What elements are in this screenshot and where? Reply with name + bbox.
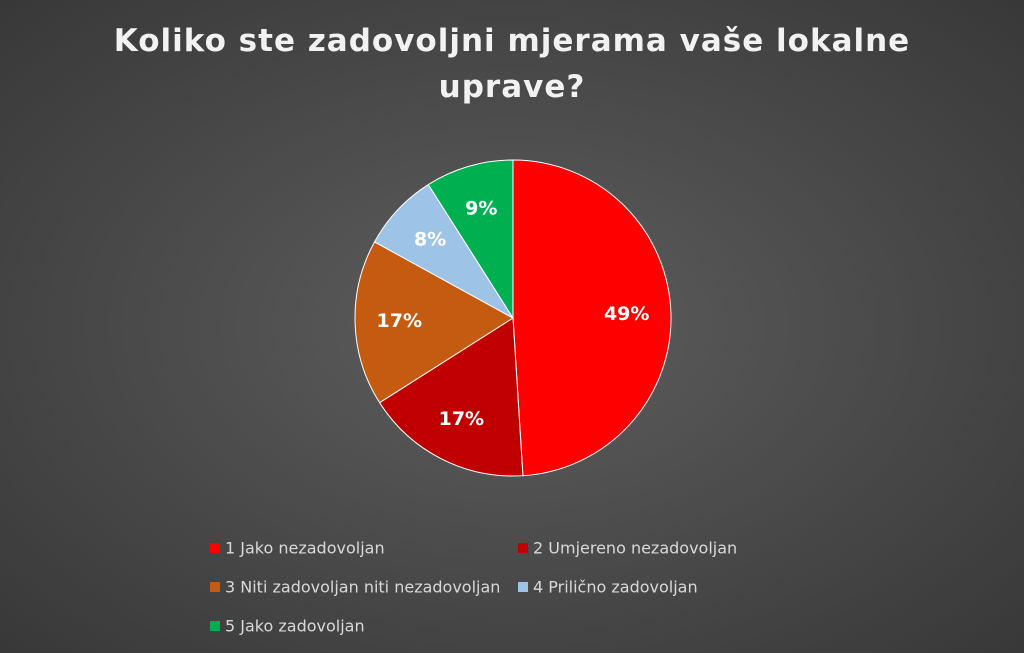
chart-title: Koliko ste zadovoljni mjerama vaše lokal… xyxy=(113,23,911,105)
legend-label: 4 Prilično zadovoljan xyxy=(533,578,698,597)
data-label: 9% xyxy=(465,197,497,219)
pie-slice xyxy=(378,317,524,477)
data-label: 49% xyxy=(604,303,649,325)
legend-swatch xyxy=(518,543,528,553)
legend-label: 1 Jako nezadovoljan xyxy=(225,539,385,558)
legend-label: 3 Niti zadovoljan niti nezadovoljan xyxy=(225,578,500,597)
pie-slice xyxy=(427,159,514,320)
legend-swatch xyxy=(210,582,220,592)
legend-swatch xyxy=(518,582,528,592)
legend-swatch xyxy=(210,621,220,631)
pie-slice xyxy=(354,241,514,404)
legend-label: 2 Umjereno nezadovoljan xyxy=(533,539,737,558)
pie-slice xyxy=(512,159,672,477)
legend-label: 5 Jako zadovoljan xyxy=(225,617,365,636)
data-label: 8% xyxy=(414,229,446,251)
legend-swatch xyxy=(210,543,220,553)
data-label: 17% xyxy=(377,310,422,332)
data-label: 17% xyxy=(439,408,484,430)
